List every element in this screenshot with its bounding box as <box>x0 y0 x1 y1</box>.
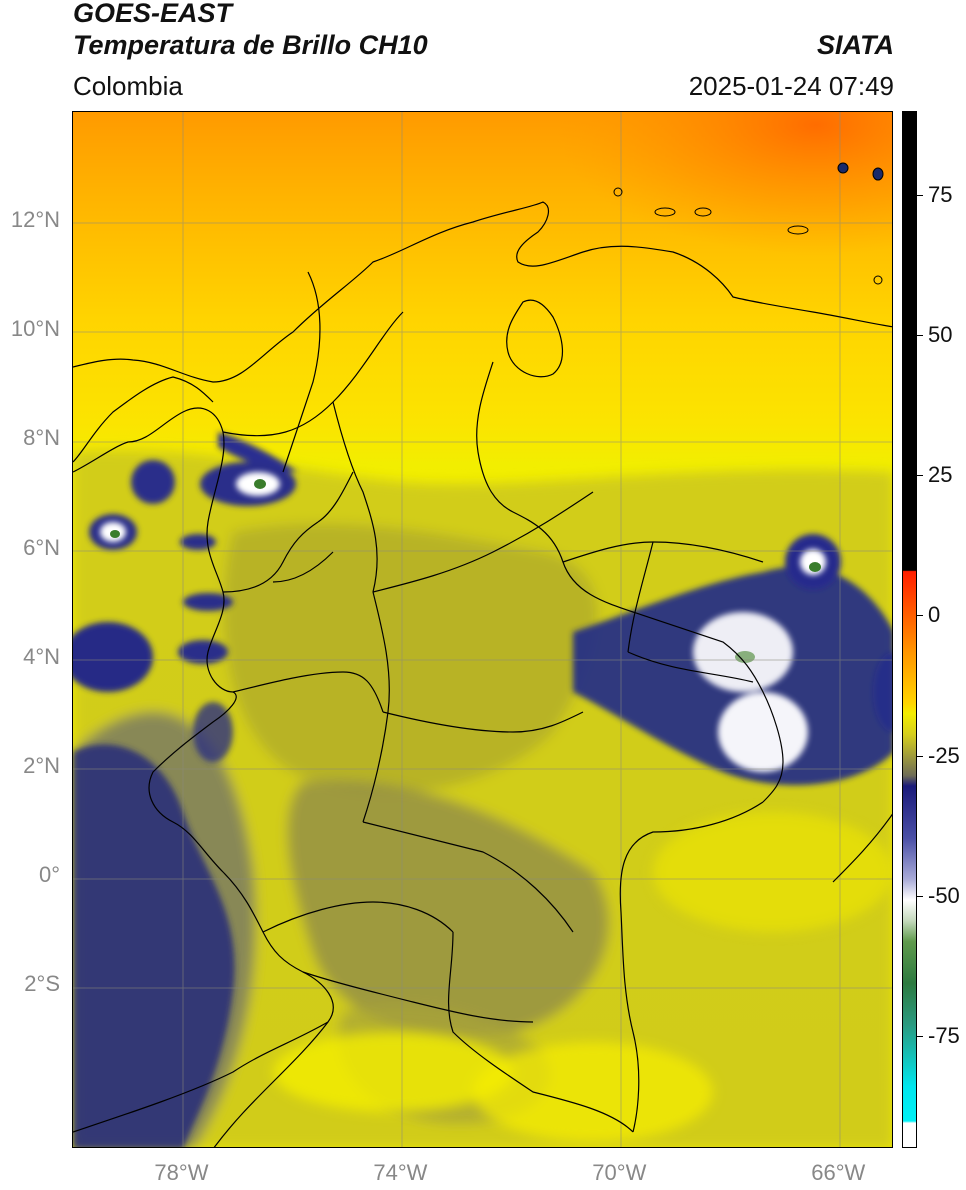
brand-label: SIATA <box>817 30 894 60</box>
colorbar-tick-label: -25 <box>928 742 960 768</box>
colorbar-tick-label: -75 <box>928 1022 960 1048</box>
region-label: Colombia <box>73 71 183 101</box>
title-product: Temperatura de Brillo CH10 <box>73 30 428 60</box>
lat-tick-label: 10°N <box>10 316 60 342</box>
colorbar-tick-label: 25 <box>928 462 953 488</box>
datetime-label: 2025-01-24 07:49 <box>688 71 894 101</box>
lon-tick-label: 70°W <box>592 1160 647 1185</box>
lon-tick-label: 66°W <box>811 1160 866 1185</box>
colorbar-tick-label: 0 <box>928 602 941 628</box>
colorbar-tick-mark <box>917 755 923 757</box>
lat-tick-label: 2°S <box>24 971 60 997</box>
title-satellite: GOES-EAST <box>73 0 233 28</box>
colorbar-tick-label: 75 <box>928 182 953 208</box>
colorbar-tick-mark <box>917 1035 923 1037</box>
islands <box>613 162 884 285</box>
lat-tick-label: 2°N <box>23 752 60 778</box>
lat-tick-label: 8°N <box>23 425 60 451</box>
colorbar-scale <box>903 112 916 1147</box>
colorbar-tick-mark <box>917 335 923 337</box>
colorbar-tick-mark <box>917 615 923 617</box>
lat-tick-label: 12°N <box>10 207 60 233</box>
lat-tick-label: 6°N <box>23 534 60 560</box>
colorbar-tick-mark <box>917 475 923 477</box>
cloud-field-yellow <box>273 812 892 1142</box>
lon-tick-label: 74°W <box>373 1160 428 1185</box>
colorbar-tick-mark <box>917 195 923 197</box>
colorbar <box>902 111 917 1148</box>
lat-tick-label: 4°N <box>23 643 60 669</box>
satellite-map[interactable] <box>72 111 893 1148</box>
lat-tick-label: 0° <box>38 862 60 888</box>
colorbar-tick-label: -50 <box>928 882 960 908</box>
coastlines-borders <box>73 201 892 1147</box>
map-canvas <box>73 112 892 1147</box>
colorbar-tick-mark <box>917 895 923 897</box>
warm-caribbean <box>373 112 892 372</box>
colorbar-tick-label: 50 <box>928 322 953 348</box>
lon-tick-label: 78°W <box>154 1160 209 1185</box>
graticule <box>73 112 892 1147</box>
